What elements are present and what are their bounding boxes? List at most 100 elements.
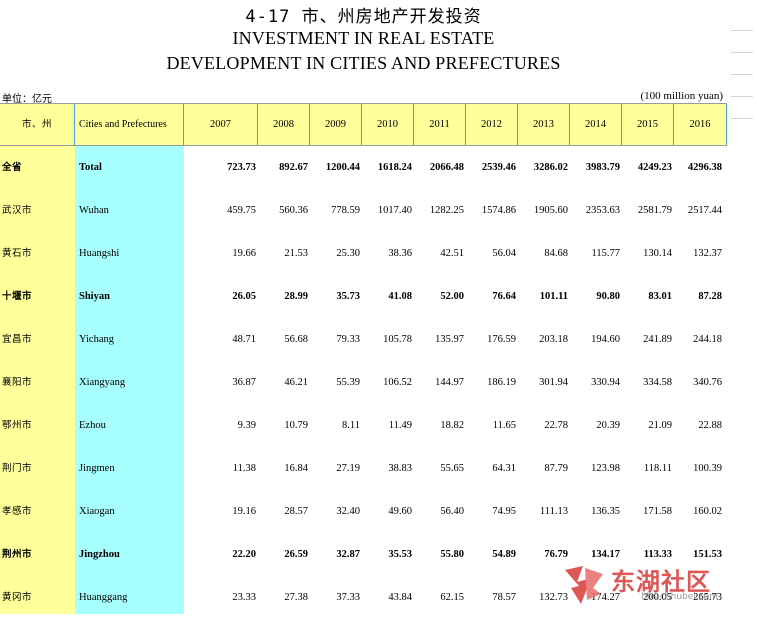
cell-2010: 49.60 <box>388 506 412 517</box>
cell-2015: 21.09 <box>648 420 672 431</box>
row-city-cn: 全省 <box>2 162 23 173</box>
cell-2010: 1017.40 <box>377 205 412 216</box>
cell-2009: 25.30 <box>336 248 360 259</box>
page-title-en-line1: INVESTMENT IN REAL ESTATE <box>232 28 495 48</box>
row-city-cn: 襄阳市 <box>2 377 33 388</box>
cell-2011: 2066.48 <box>429 162 464 173</box>
watermark-logo-icon <box>565 566 603 604</box>
margin-tick <box>731 96 753 97</box>
cell-2008: 26.59 <box>284 549 308 560</box>
cell-2013: 111.13 <box>539 506 568 517</box>
cell-2008: 560.36 <box>279 205 308 216</box>
cell-2013: 132.73 <box>539 592 568 603</box>
cell-2009: 32.40 <box>336 506 360 517</box>
table-header-row: 市、州 Cities and Prefectures 2007 2008 200… <box>0 103 727 146</box>
city-cn-column-background <box>0 103 75 614</box>
cell-2011: 62.15 <box>440 592 464 603</box>
watermark-brand-text: 东湖社区 <box>611 568 711 596</box>
table-row: 黄冈市 Huanggang 23.33 27.38 37.33 43.84 62.15 78.… <box>0 576 727 619</box>
header-city-en: Cities and Prefectures <box>75 104 184 145</box>
header-year-2011: 2011 <box>414 104 466 145</box>
cell-2009: 778.59 <box>331 205 360 216</box>
cell-2008: 28.57 <box>284 506 308 517</box>
row-city-en: Xiaogan <box>79 506 115 517</box>
unit-label-en: (100 million yuan) <box>640 90 724 102</box>
city-en-column-background <box>75 146 184 614</box>
table-row: 十堰市 Shiyan 26.05 28.99 35.73 41.08 52.00 76.64 1… <box>0 275 727 318</box>
cell-2007: 723.73 <box>227 162 256 173</box>
row-city-en: Yichang <box>79 334 114 345</box>
cell-2013: 301.94 <box>539 377 568 388</box>
cell-2007: 48.71 <box>232 334 256 345</box>
cell-2009: 35.73 <box>336 291 360 302</box>
cell-2010: 38.36 <box>388 248 412 259</box>
table-row: 武汉市 Wuhan 459.75 560.36 778.59 1017.40 1282.25… <box>0 189 727 232</box>
cell-2008: 892.67 <box>279 162 308 173</box>
cell-2013: 203.18 <box>539 334 568 345</box>
cell-2007: 26.05 <box>232 291 256 302</box>
cell-2012: 54.89 <box>492 549 516 560</box>
cell-2016: 87.28 <box>698 291 722 302</box>
table-row: 孝感市 Xiaogan 19.16 28.57 32.40 49.60 56.40 74.95… <box>0 490 727 533</box>
cell-2012: 1574.86 <box>481 205 516 216</box>
row-city-cn: 孝感市 <box>2 506 33 517</box>
cell-2015: 171.58 <box>643 506 672 517</box>
cell-2016: 22.88 <box>698 420 722 431</box>
cell-2008: 21.53 <box>284 248 308 259</box>
cell-2011: 55.80 <box>440 549 464 560</box>
watermark: 东湖社区 bbs.cnhubei.com <box>561 562 751 608</box>
cell-2014: 2353.63 <box>585 205 620 216</box>
row-city-cn: 黄冈市 <box>2 592 33 603</box>
header-city-cn: 市、州 <box>0 104 75 145</box>
cell-2010: 1618.24 <box>377 162 412 173</box>
margin-tick <box>731 30 753 31</box>
cell-2007: 11.38 <box>232 463 256 474</box>
cell-2010: 43.84 <box>388 592 412 603</box>
row-city-en: Xiangyang <box>79 377 126 388</box>
cell-2014: 330.94 <box>591 377 620 388</box>
cell-2010: 106.52 <box>383 377 412 388</box>
cell-2011: 135.97 <box>435 334 464 345</box>
cell-2008: 28.99 <box>284 291 308 302</box>
row-city-cn: 十堰市 <box>2 291 33 302</box>
header-year-2009: 2009 <box>310 104 362 145</box>
cell-2012: 11.65 <box>492 420 516 431</box>
cell-2011: 42.51 <box>440 248 464 259</box>
cell-2015: 241.89 <box>643 334 672 345</box>
cell-2007: 23.33 <box>232 592 256 603</box>
cell-2013: 22.78 <box>544 420 568 431</box>
cell-2015: 118.11 <box>643 463 672 474</box>
cell-2014: 115.77 <box>591 248 621 259</box>
cell-2014: 194.60 <box>591 334 620 345</box>
cell-2009: 27.19 <box>336 463 360 474</box>
cell-2013: 84.68 <box>544 248 568 259</box>
header-year-2008: 2008 <box>258 104 310 145</box>
cell-2009: 37.33 <box>336 592 360 603</box>
table-row: 全省 Total 723.73 892.67 1200.44 1618.24 2066.48… <box>0 146 727 189</box>
table-row: 宜昌市 Yichang 48.71 56.68 79.33 105.78 135.97 176… <box>0 318 727 361</box>
cell-2010: 41.08 <box>388 291 412 302</box>
cell-2013: 76.79 <box>544 549 568 560</box>
cell-2016: 340.76 <box>693 377 722 388</box>
cell-2010: 35.53 <box>388 549 412 560</box>
table-row: 鄂州市 Ezhou 9.39 10.79 8.11 11.49 18.82 11.65 22.7… <box>0 404 727 447</box>
cell-2014: 174.27 <box>591 592 620 603</box>
cell-2014: 134.17 <box>591 549 620 560</box>
page-title-cn: 4-17 市、州房地产开发投资 <box>245 7 482 27</box>
row-city-en: Huanggang <box>79 592 128 603</box>
cell-2007: 9.39 <box>237 420 256 431</box>
cell-2016: 4296.38 <box>687 162 722 173</box>
cell-2014: 90.80 <box>596 291 620 302</box>
cell-2014: 123.98 <box>591 463 620 474</box>
cell-2012: 176.59 <box>487 334 516 345</box>
cell-2011: 52.00 <box>440 291 464 302</box>
cell-2016: 132.37 <box>693 248 722 259</box>
header-year-2010: 2010 <box>362 104 414 145</box>
cell-2015: 130.14 <box>643 248 672 259</box>
row-city-en: Wuhan <box>79 205 109 216</box>
table-row: 荆州市 Jingzhou 22.20 26.59 32.87 35.53 55.80 54.8… <box>0 533 727 576</box>
cell-2009: 1200.44 <box>325 162 360 173</box>
row-city-cn: 黄石市 <box>2 248 33 259</box>
cell-2007: 19.16 <box>232 506 256 517</box>
table-row: 黄石市 Huangshi 19.66 21.53 25.30 38.36 42.51 56.0… <box>0 232 727 275</box>
